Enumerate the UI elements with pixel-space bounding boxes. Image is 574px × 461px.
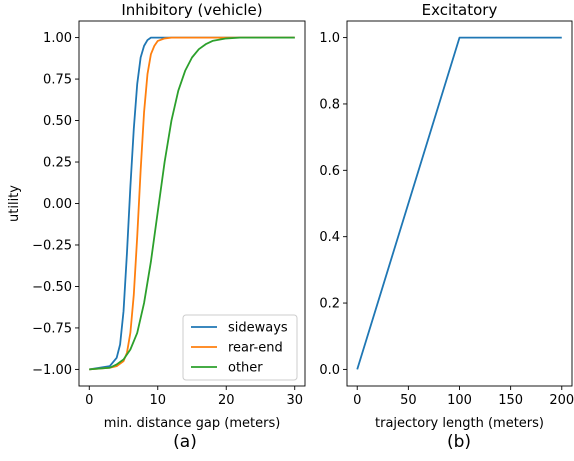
left-y-tick-label: 0.00 <box>43 197 72 212</box>
right-x-axis-label: trajectory length (meters) <box>375 416 544 431</box>
left-x-tick-label: 30 <box>286 393 303 408</box>
legend-box <box>182 314 298 381</box>
right-chart-title: Excitatory <box>422 1 498 19</box>
right-x-tick-label: 50 <box>400 393 417 408</box>
left-series-rear-end <box>89 36 295 371</box>
right-y-tick-label: 0.8 <box>319 97 340 112</box>
legend-label-other: other <box>228 361 263 376</box>
left-series-sideways <box>89 36 295 371</box>
left-x-tick-label: 0 <box>85 393 93 408</box>
left-chart-title: Inhibitory (vehicle) <box>121 1 262 19</box>
left-y-tick-label: −0.25 <box>32 238 72 253</box>
legend-label-rear-end: rear-end <box>228 341 283 356</box>
left-y-tick-label: −1.00 <box>32 363 72 378</box>
right-y-tick-label: 0.2 <box>319 297 340 312</box>
right-x-tick-label: 0 <box>353 393 361 408</box>
right-x-tick-label: 150 <box>498 393 523 408</box>
left-y-tick-label: −0.75 <box>32 321 72 336</box>
caption-b: (b) <box>446 432 472 452</box>
right-series-line <box>356 36 562 370</box>
right-y-tick-label: 0.6 <box>319 164 340 179</box>
legend-label-sideways: sideways <box>228 321 288 336</box>
left-x-axis-label: min. distance gap (meters) <box>104 416 281 431</box>
caption-a: (a) <box>173 432 197 452</box>
right-x-tick-label: 200 <box>549 393 574 408</box>
left-series-other <box>89 36 295 371</box>
right-plot-frame <box>346 20 573 387</box>
left-y-tick-label: 0.25 <box>43 156 72 171</box>
left-x-tick-label: 10 <box>149 393 166 408</box>
left-y-tick-label: −0.50 <box>32 280 72 295</box>
left-y-axis-label: utility <box>7 185 22 222</box>
right-y-tick-label: 0.4 <box>319 230 340 245</box>
left-x-tick-label: 20 <box>218 393 235 408</box>
right-y-tick-label: 0.0 <box>319 363 340 378</box>
left-y-tick-label: 0.50 <box>43 114 72 129</box>
left-y-tick-label: 1.00 <box>43 31 72 46</box>
left-y-tick-label: 0.75 <box>43 73 72 88</box>
right-x-tick-label: 100 <box>447 393 472 408</box>
right-y-tick-label: 1.0 <box>319 31 340 46</box>
